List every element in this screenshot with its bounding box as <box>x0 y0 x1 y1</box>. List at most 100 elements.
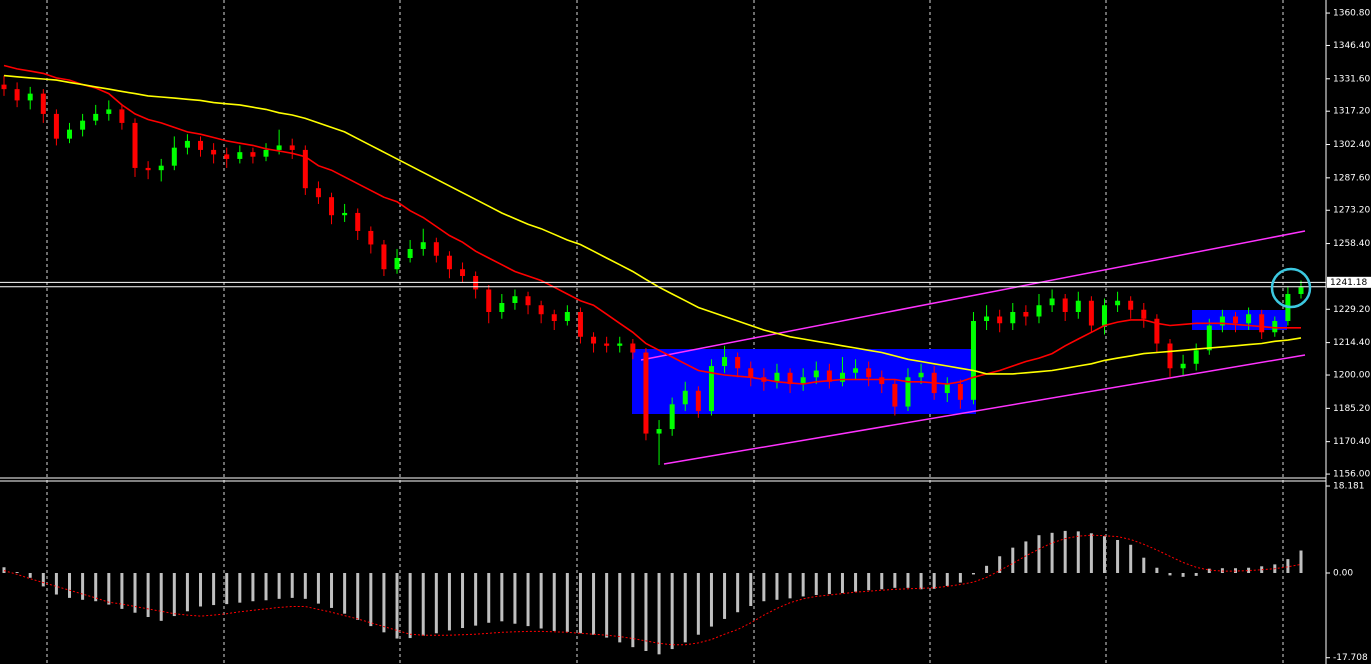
candle-body <box>669 404 675 430</box>
candle-body <box>564 311 570 322</box>
candle-body <box>1036 305 1042 317</box>
histogram-bar <box>15 572 19 574</box>
candle-body <box>1075 300 1081 312</box>
indicator-line <box>3 64 1301 385</box>
histogram-bar <box>919 573 923 590</box>
y-tick-label: 1287.60 <box>1333 173 1370 183</box>
histogram-bar <box>945 573 949 586</box>
histogram-bar <box>893 573 897 588</box>
candle-body <box>1259 314 1265 333</box>
candle-body <box>460 269 466 276</box>
histogram-bar <box>709 573 713 627</box>
histogram-bar <box>657 573 661 655</box>
candle-body <box>918 372 924 378</box>
candle-body <box>695 390 701 412</box>
candle-body <box>1088 300 1094 326</box>
candle-body <box>145 167 151 171</box>
price-tag <box>1327 276 1371 288</box>
candle-body <box>1062 298 1068 312</box>
histogram-bar <box>94 573 98 602</box>
price-tag-label: 1241.18 <box>1330 278 1367 288</box>
histogram-bar <box>1076 531 1080 574</box>
candle-body <box>132 122 138 168</box>
candle-body <box>813 370 819 378</box>
histogram-bar <box>500 573 504 622</box>
candle-body <box>329 197 335 216</box>
candle-body <box>656 429 662 434</box>
histogram-bar <box>382 573 386 633</box>
histogram-bar <box>827 573 831 595</box>
candle-body <box>708 366 714 412</box>
y-tick-label: 1214.40 <box>1333 338 1370 348</box>
candle-body <box>289 145 295 150</box>
candle-body <box>577 311 583 337</box>
candle-body <box>433 242 439 256</box>
candle-body <box>538 305 544 315</box>
histogram-bar <box>1011 547 1015 574</box>
candle-body <box>1180 363 1186 369</box>
candle-body <box>735 357 741 369</box>
histogram-bar <box>605 573 609 638</box>
histogram-bar <box>199 573 203 607</box>
histogram-bar <box>212 573 216 606</box>
y-tick-label: 0.00 <box>1333 569 1353 579</box>
candle-body <box>787 372 793 385</box>
candle-body <box>1101 305 1107 326</box>
candle-body <box>512 296 518 303</box>
candle-body <box>158 165 164 171</box>
candle-body <box>381 244 387 270</box>
histogram-bar <box>526 573 530 627</box>
candle-body <box>879 377 885 385</box>
histogram-bar <box>81 573 85 600</box>
histogram-bar <box>1089 533 1093 574</box>
y-tick-label: 1331.60 <box>1333 74 1370 84</box>
candle-body <box>342 212 348 216</box>
histogram-bar <box>1247 567 1251 574</box>
histogram-bar <box>434 573 438 634</box>
histogram-bar <box>1194 573 1198 576</box>
histogram-bar <box>159 573 163 621</box>
candle-body <box>407 248 413 258</box>
histogram-bar <box>998 556 1002 574</box>
candle-body <box>315 188 321 198</box>
y-tick-label: 1170.40 <box>1333 437 1370 447</box>
histogram-bar <box>578 573 582 634</box>
candle-body <box>14 89 20 101</box>
candle-body <box>866 368 872 378</box>
y-tick-label: 1317.20 <box>1333 107 1370 117</box>
histogram-bar <box>487 573 491 623</box>
channel-lower <box>663 354 1306 465</box>
candle-body <box>67 129 73 139</box>
candle-body <box>525 296 531 306</box>
candle-body <box>551 314 557 322</box>
histogram-bar <box>552 573 556 631</box>
histogram-bar <box>303 573 307 599</box>
y-tick-label: 1185.20 <box>1333 404 1370 414</box>
histogram-bar <box>238 573 242 603</box>
candle-body <box>171 147 177 166</box>
histogram-bar <box>264 573 268 601</box>
histogram-bar <box>749 573 753 607</box>
candle-body <box>1023 311 1029 317</box>
histogram-bar <box>2 567 6 574</box>
histogram-bar <box>133 573 137 613</box>
candle-body <box>53 113 59 139</box>
candle-body <box>1128 300 1134 310</box>
histogram-bar <box>185 573 189 612</box>
histogram-bar <box>1181 573 1185 577</box>
histogram-bar <box>775 573 779 600</box>
histogram-bar <box>906 573 910 588</box>
histogram-bar <box>985 565 989 574</box>
histogram-bar <box>1050 532 1054 574</box>
histogram-bar <box>854 573 858 592</box>
histogram-bar <box>814 573 818 596</box>
y-tick-label: 1346.40 <box>1333 41 1370 51</box>
y-tick-label: 1200.00 <box>1333 371 1370 381</box>
histogram-bar <box>880 573 884 590</box>
histogram-bar <box>1299 550 1303 574</box>
candle-body <box>198 140 204 150</box>
histogram-bar <box>316 573 320 604</box>
candle-body <box>1246 314 1252 324</box>
